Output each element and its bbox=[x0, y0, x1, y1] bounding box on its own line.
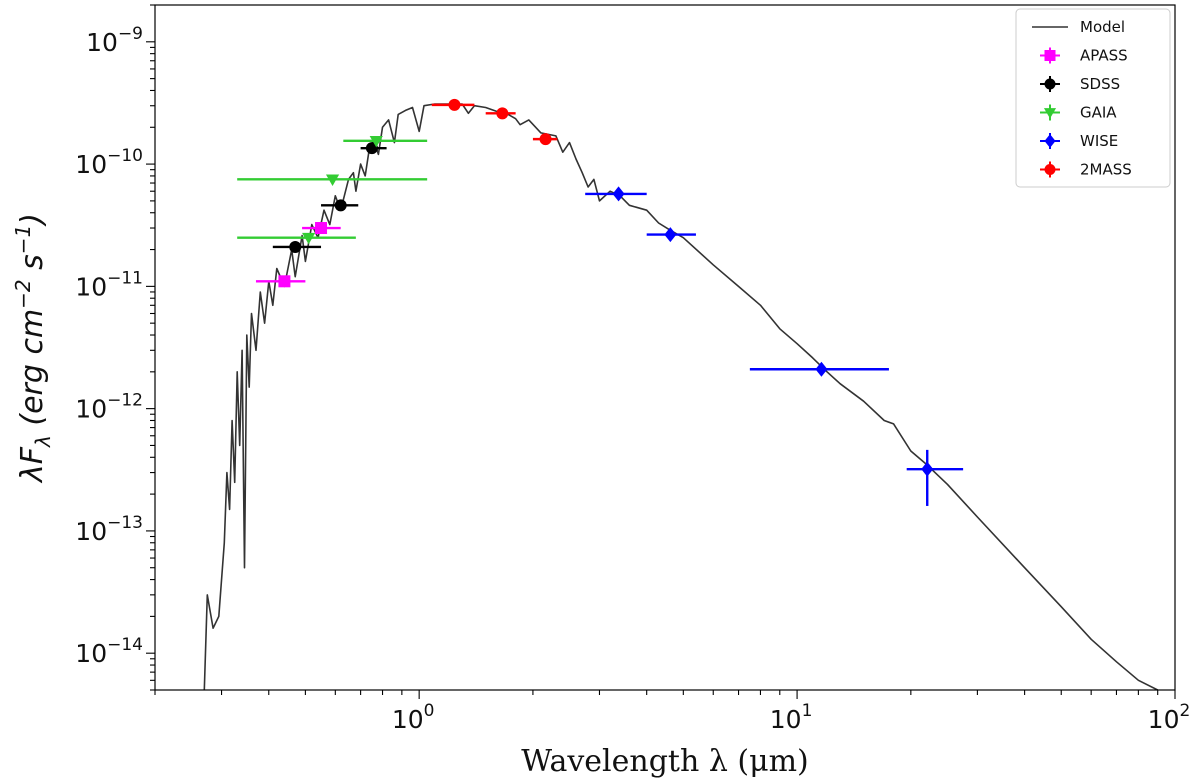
plot-content bbox=[203, 98, 1159, 690]
plot-frame bbox=[154, 4, 1176, 691]
y-tick-label: 10−12 bbox=[75, 391, 143, 424]
x-axis-label: Wavelength λ (μm) bbox=[521, 744, 809, 779]
sdss-point bbox=[289, 240, 302, 253]
legend-item-2mass: 2MASS bbox=[1040, 161, 1132, 179]
apass-point bbox=[278, 275, 291, 288]
legend-item-wise: WISE bbox=[1040, 132, 1118, 150]
y-tick-label: 10−9 bbox=[86, 24, 143, 57]
x-tick-label: 101 bbox=[770, 701, 813, 734]
apass-point bbox=[315, 222, 328, 235]
gaia-point bbox=[302, 232, 316, 245]
2mass-point bbox=[539, 133, 552, 146]
wise-point bbox=[612, 186, 625, 202]
legend-item-apass: APASS bbox=[1040, 47, 1128, 65]
legend-item-model: Model bbox=[1032, 18, 1125, 36]
gaia-point bbox=[369, 136, 383, 148]
legend-swatch-marker bbox=[1044, 50, 1056, 61]
gaia-point bbox=[325, 174, 340, 186]
series-apass bbox=[255, 222, 341, 288]
legend-swatch-marker bbox=[1044, 164, 1056, 175]
legend: Model APASS SDSS GAIA WISE 2MASS bbox=[1015, 8, 1171, 188]
wise-point bbox=[921, 461, 934, 477]
model-line bbox=[203, 103, 1159, 690]
2mass-point bbox=[448, 98, 461, 111]
x-tick-label: 102 bbox=[1148, 701, 1191, 734]
legend-swatch-marker bbox=[1044, 78, 1056, 90]
legend-label: SDSS bbox=[1080, 75, 1120, 93]
series-2mass bbox=[431, 98, 558, 146]
sdss-point bbox=[365, 142, 378, 155]
2mass-point bbox=[496, 107, 509, 120]
sdss-point bbox=[334, 199, 347, 212]
series-gaia bbox=[237, 136, 428, 245]
wise-point bbox=[815, 361, 828, 377]
legend-label: GAIA bbox=[1080, 104, 1117, 122]
legend-label: Model bbox=[1080, 18, 1125, 36]
x-tick-label: 100 bbox=[392, 701, 435, 734]
y-tick-label: 10−13 bbox=[75, 513, 143, 546]
legend-swatch-marker bbox=[1043, 108, 1057, 119]
legend-item-gaia: GAIA bbox=[1040, 104, 1117, 122]
y-axis: 10−14 10−13 10−12 10−11 10−10 10−9 bbox=[75, 4, 155, 691]
y-tick-label: 10−14 bbox=[75, 635, 143, 668]
legend-label: 2MASS bbox=[1080, 161, 1132, 179]
series-sdss bbox=[272, 142, 387, 253]
y-tick-label: 10−11 bbox=[75, 268, 143, 301]
legend-swatch-marker bbox=[1044, 134, 1056, 148]
legend-label: WISE bbox=[1080, 132, 1118, 150]
series-wise bbox=[585, 186, 964, 506]
wise-point bbox=[664, 227, 677, 243]
y-tick-label: 10−10 bbox=[75, 146, 143, 179]
x-axis: 100 101 102 bbox=[154, 690, 1191, 734]
legend-item-sdss: SDSS bbox=[1040, 75, 1120, 93]
y-axis-label: λFλ (erg cm−2 s−1) bbox=[11, 213, 55, 484]
legend-label: APASS bbox=[1080, 47, 1128, 65]
